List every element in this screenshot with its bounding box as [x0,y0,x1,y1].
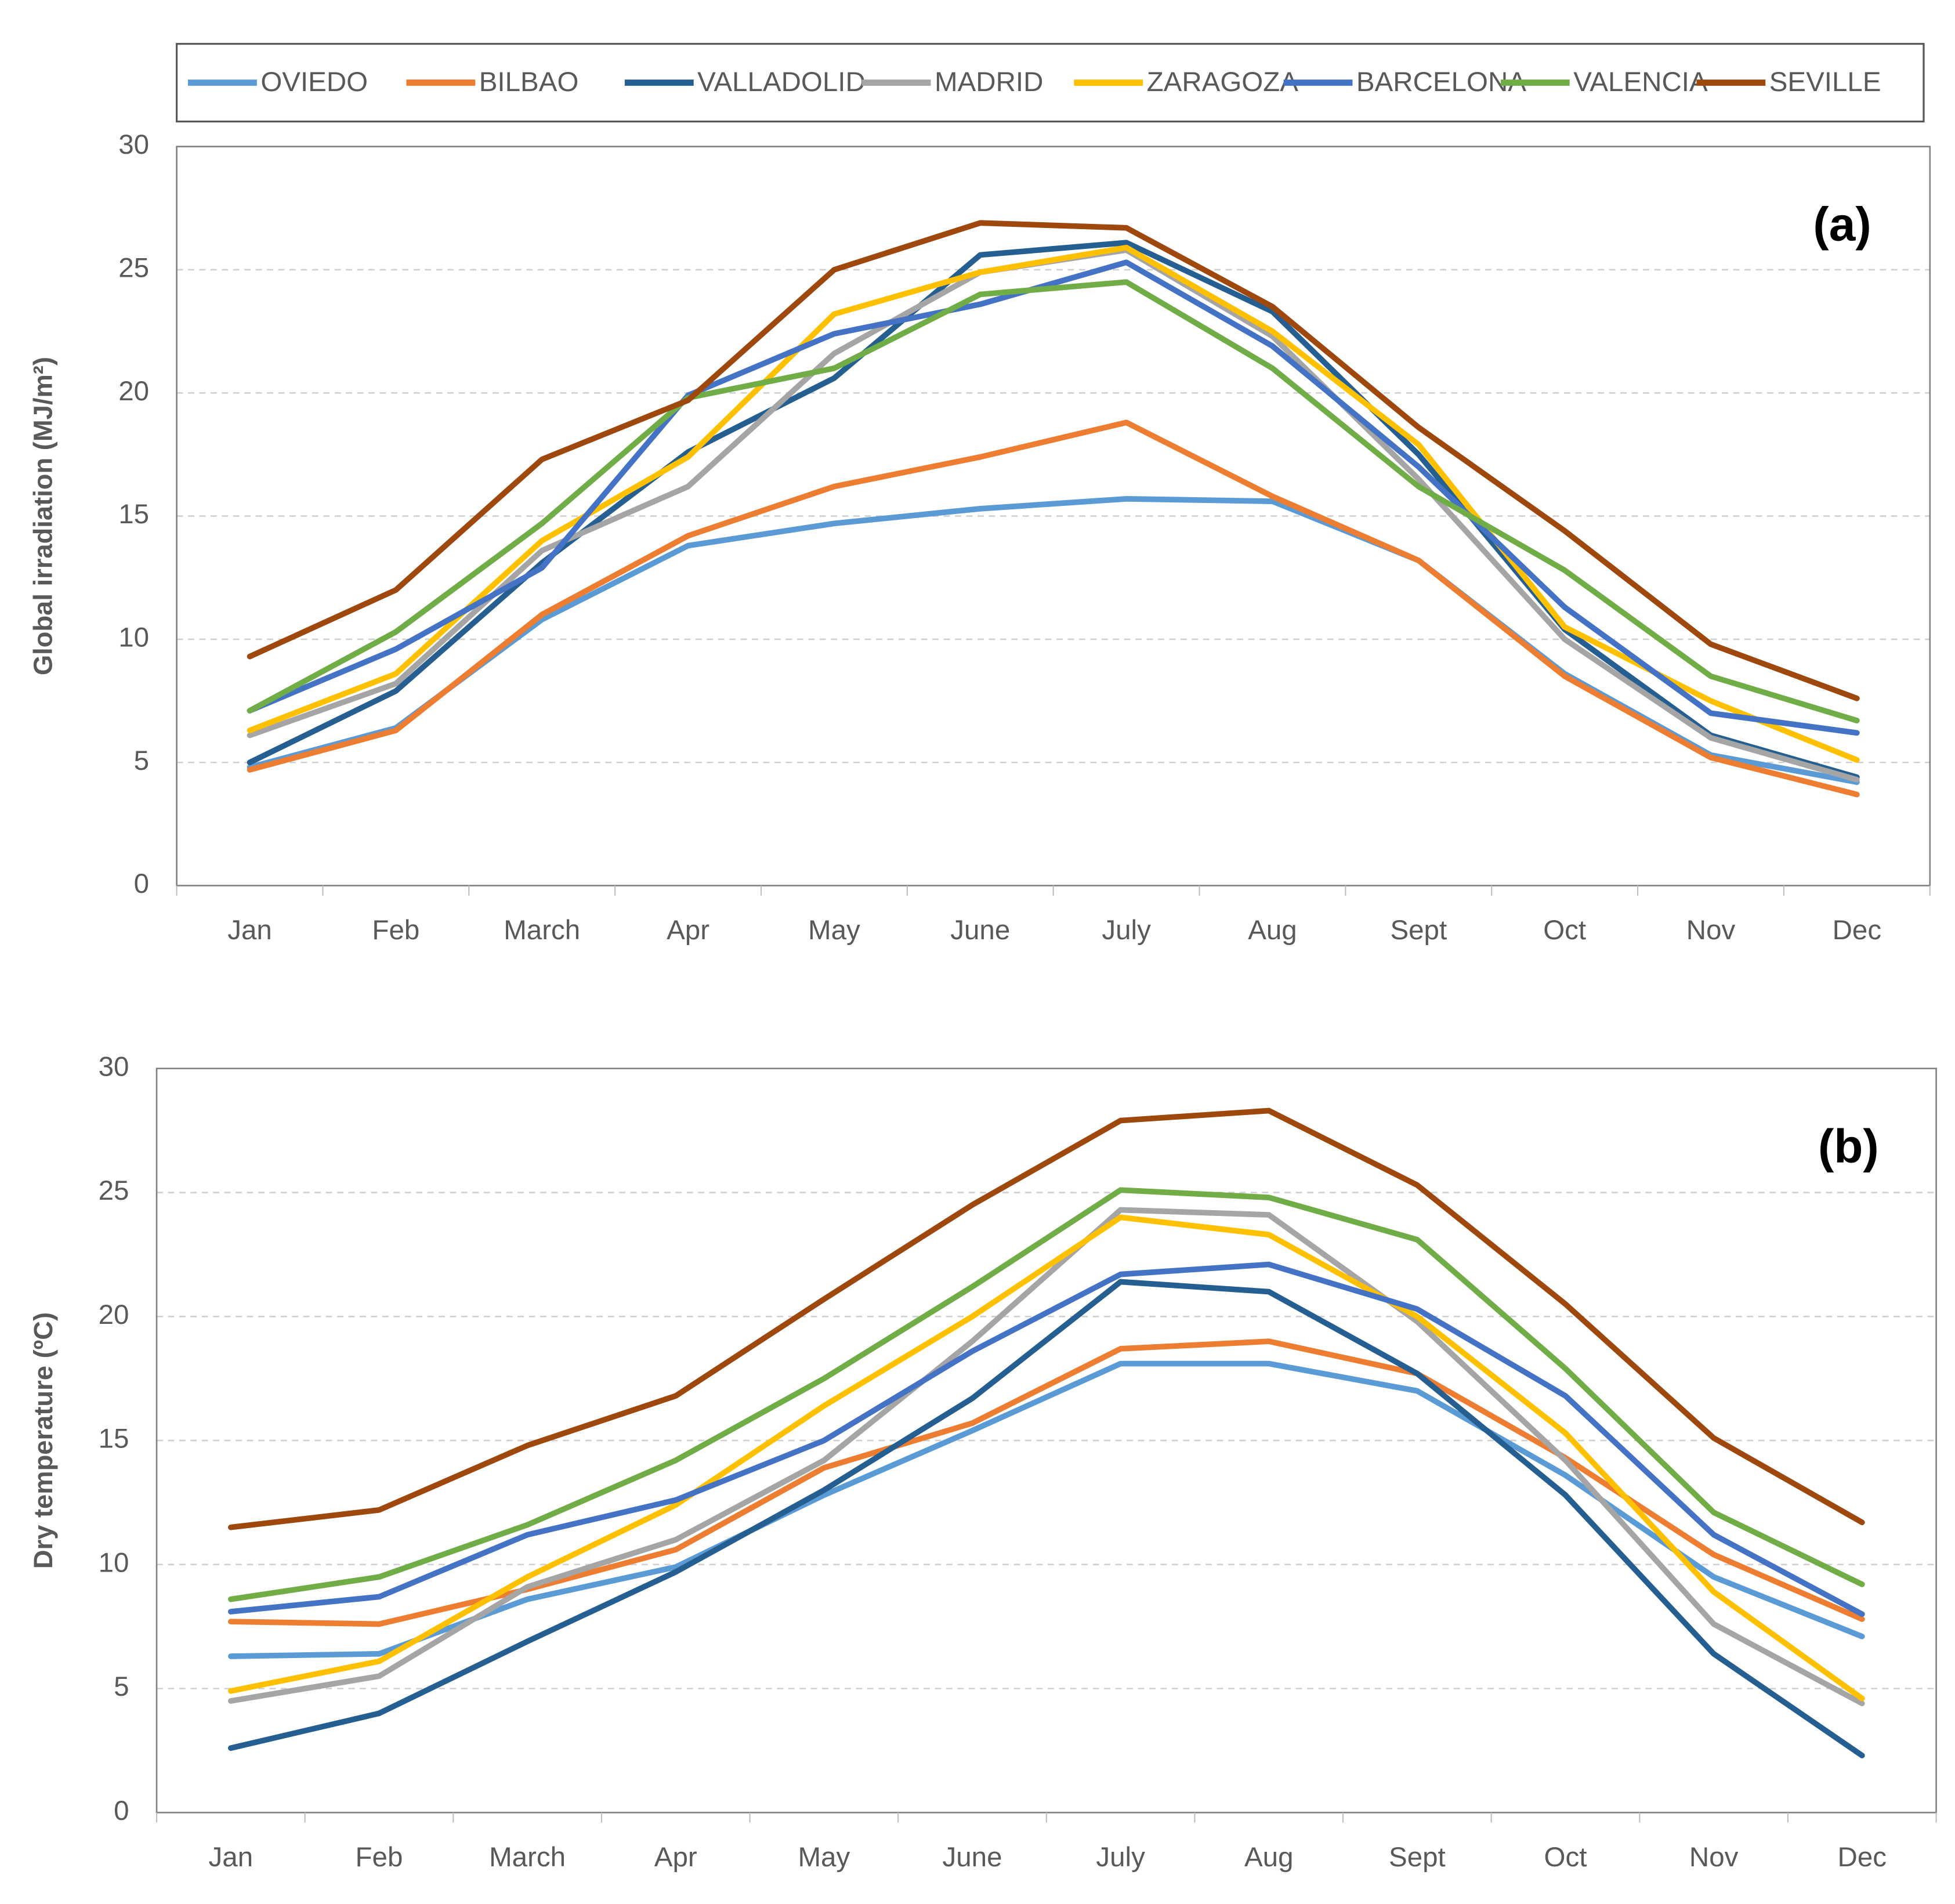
y-tick-label: 25 [118,253,149,284]
x-tick-label: Feb [372,915,419,946]
series-line [227,1261,1865,1617]
y-tick-label: 30 [99,1051,129,1082]
y-tick-label: 15 [118,499,149,530]
legend-label: VALENCIA [1573,67,1708,97]
x-tick-label: Oct [1543,915,1586,946]
x-tick-label: Apr [654,1842,697,1873]
legend-label: ZARAGOZA [1147,67,1299,97]
x-tick-label: July [1102,915,1151,946]
x-tick-label: Jan [227,915,272,946]
series-line [227,1187,1865,1602]
series-line [227,1279,1865,1758]
y-tick-label: 30 [118,129,149,160]
series-line [227,1338,1865,1627]
x-tick-label: March [504,915,580,946]
x-tick-label: Dec [1838,1842,1887,1873]
legend-label: BILBAO [479,67,579,97]
y-tick-label: 0 [114,1796,129,1826]
x-tick-label: Feb [356,1842,403,1873]
y-axis-title: Global irradiation (MJ/m²) [28,357,58,675]
series-line [227,1360,1865,1659]
x-tick-label: Sept [1390,915,1447,946]
y-tick-label: 10 [118,622,149,653]
y-tick-label: 15 [99,1424,129,1454]
series-line [247,279,1860,723]
y-tick-label: 10 [99,1547,129,1578]
x-tick-label: July [1096,1842,1145,1873]
y-tick-label: 5 [114,1671,129,1702]
x-tick-label: May [798,1842,850,1873]
series-line [247,419,1860,798]
legend-label: MADRID [935,67,1043,97]
series-line [247,240,1860,780]
series-line [227,1207,1865,1707]
x-tick-label: May [808,915,860,946]
y-tick-label: 0 [134,868,149,899]
x-tick-label: Apr [667,915,709,946]
legend-label: BARCELONA [1356,67,1526,97]
x-tick-label: Sept [1389,1842,1446,1873]
series-line [247,496,1860,786]
x-tick-label: Nov [1689,1842,1739,1873]
x-tick-label: Oct [1544,1842,1587,1873]
y-tick-label: 20 [118,376,149,407]
panel-label: (b) [1818,1120,1879,1173]
x-tick-label: June [950,915,1010,946]
series-line [227,1214,1865,1702]
x-tick-label: Nov [1686,915,1736,946]
panel-label: (a) [1813,198,1871,251]
y-axis-title: Dry temperature (ºC) [28,1312,58,1569]
legend-label: OVIEDO [260,67,368,97]
y-tick-label: 25 [99,1175,129,1206]
series-line [247,220,1860,701]
series-line [247,259,1860,736]
legend-label: VALLADOLID [697,67,866,97]
series-line [227,1107,1865,1530]
series-line [247,244,1860,763]
x-tick-label: June [942,1842,1002,1873]
x-tick-label: Aug [1248,915,1297,946]
x-tick-label: Dec [1833,915,1882,946]
y-tick-label: 5 [134,745,149,776]
x-tick-label: March [489,1842,566,1873]
x-tick-label: Aug [1244,1842,1294,1873]
legend-label: SEVILLE [1769,67,1881,97]
x-tick-label: Jan [209,1842,254,1873]
y-tick-label: 20 [99,1300,129,1330]
